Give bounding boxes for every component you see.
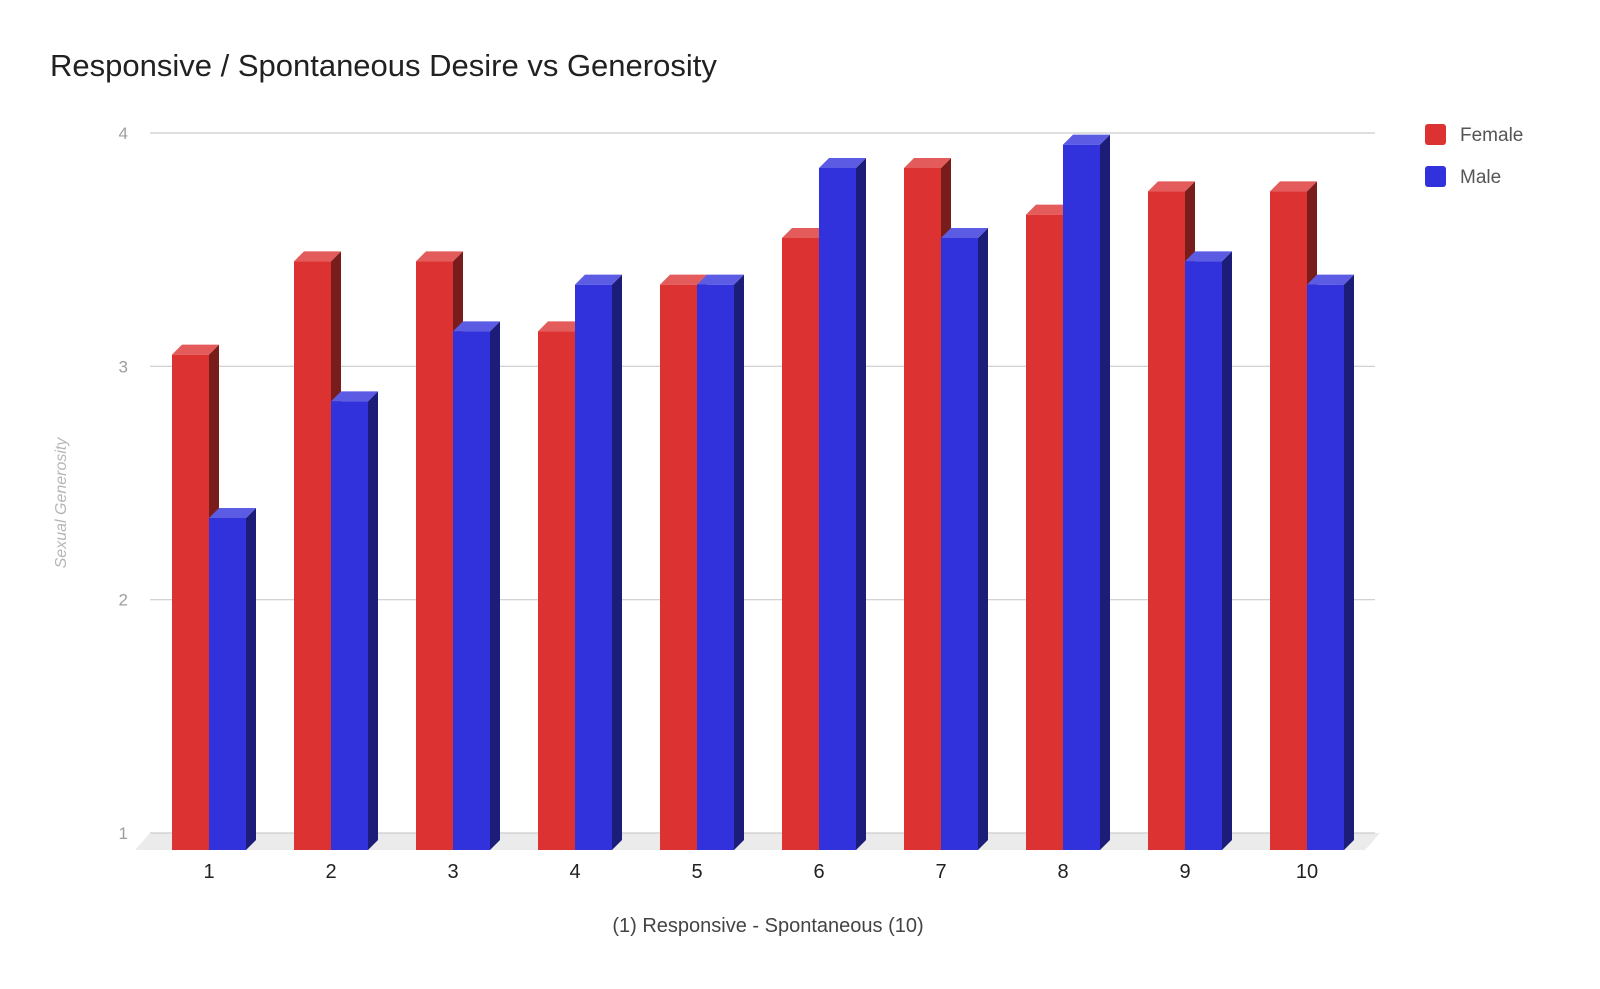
bar-front — [538, 331, 575, 850]
bar-top — [1148, 181, 1195, 192]
bar-front — [819, 168, 856, 850]
legend-swatch — [1425, 124, 1446, 145]
y-tick-label: 2 — [119, 591, 128, 610]
bar-top — [1307, 274, 1354, 285]
bar-top — [904, 158, 951, 168]
bar-top — [331, 391, 378, 402]
bar-male-1 — [209, 508, 256, 850]
legend-item-male: Male — [1425, 166, 1501, 188]
x-axis-ticks: 1 2 3 4 5 6 7 8 9 10 — [203, 861, 1318, 883]
x-tick-label: 1 — [203, 861, 214, 883]
bar-side — [612, 274, 622, 851]
y-tick-label: 4 — [119, 124, 128, 143]
bar-front — [1026, 214, 1063, 850]
x-tick-label: 7 — [935, 861, 946, 883]
bar-front — [1063, 144, 1100, 850]
bar-side — [1344, 274, 1354, 851]
bar-front — [172, 354, 209, 850]
bar-male-4 — [575, 274, 622, 851]
bar-male-6 — [819, 158, 866, 850]
legend-label: Female — [1460, 125, 1523, 146]
y-axis-ticks: 1 2 3 4 — [119, 124, 128, 843]
bar-top — [416, 251, 463, 262]
bar-front — [416, 261, 453, 850]
bar-male-5 — [697, 274, 744, 851]
bar-side — [490, 321, 500, 850]
bar-male-2 — [331, 391, 378, 850]
x-tick-label: 4 — [569, 861, 580, 883]
bar-front — [697, 284, 734, 851]
bar-front — [294, 261, 331, 850]
bar-top — [941, 228, 988, 238]
bar-top — [538, 321, 585, 332]
bar-male-10 — [1307, 274, 1354, 851]
bar-top — [697, 274, 744, 285]
bar-front — [575, 284, 612, 851]
legend-label: Male — [1460, 167, 1501, 188]
bar-front — [904, 168, 941, 850]
x-axis-title: (1) Responsive - Spontaneous (10) — [612, 915, 923, 937]
x-tick-label: 5 — [691, 861, 702, 883]
legend: Female Male — [1425, 124, 1523, 188]
bar-side — [856, 158, 866, 850]
bar-top — [1063, 134, 1110, 145]
bars — [172, 134, 1354, 851]
bar-top — [172, 344, 219, 355]
x-tick-label: 8 — [1057, 861, 1068, 883]
x-tick-label: 2 — [325, 861, 336, 883]
bar-top — [453, 321, 500, 332]
bar-front — [331, 401, 368, 850]
bar-side — [978, 228, 988, 850]
bar-side — [1100, 134, 1110, 850]
bar-side — [246, 508, 256, 850]
bar-top — [1185, 251, 1232, 262]
bar-top — [294, 251, 341, 262]
bar-side — [1222, 251, 1232, 851]
y-tick-label: 1 — [119, 824, 128, 843]
bar-front — [1270, 191, 1307, 851]
bar-top — [575, 274, 622, 285]
bar-front — [660, 284, 697, 851]
bar-side — [734, 274, 744, 851]
bar-top — [1026, 204, 1073, 215]
y-tick-label: 3 — [119, 357, 128, 376]
bar-top — [819, 158, 866, 168]
bar-male-8 — [1063, 134, 1110, 850]
x-tick-label: 6 — [813, 861, 824, 883]
chart-title: Responsive / Spontaneous Desire vs Gener… — [50, 48, 717, 83]
bar-front — [1307, 284, 1344, 851]
bar-male-7 — [941, 228, 988, 850]
bar-top — [1270, 181, 1317, 192]
bar-male-9 — [1185, 251, 1232, 851]
bar-top — [209, 508, 256, 518]
bar-side — [368, 391, 378, 850]
bar-front — [453, 331, 490, 850]
bar-front — [941, 238, 978, 850]
x-tick-label: 3 — [447, 861, 458, 883]
bar-male-3 — [453, 321, 500, 850]
y-axis-title: Sexual Generosity — [53, 437, 70, 569]
bar-front — [782, 238, 819, 850]
bar-front — [1185, 261, 1222, 850]
bar-front — [1148, 191, 1185, 851]
legend-item-female: Female — [1425, 124, 1523, 146]
legend-swatch — [1425, 166, 1446, 187]
x-tick-label: 9 — [1179, 861, 1190, 883]
bar-top — [660, 274, 707, 285]
x-tick-label: 10 — [1296, 861, 1318, 883]
bar-front — [209, 518, 246, 850]
bar-top — [782, 228, 829, 238]
